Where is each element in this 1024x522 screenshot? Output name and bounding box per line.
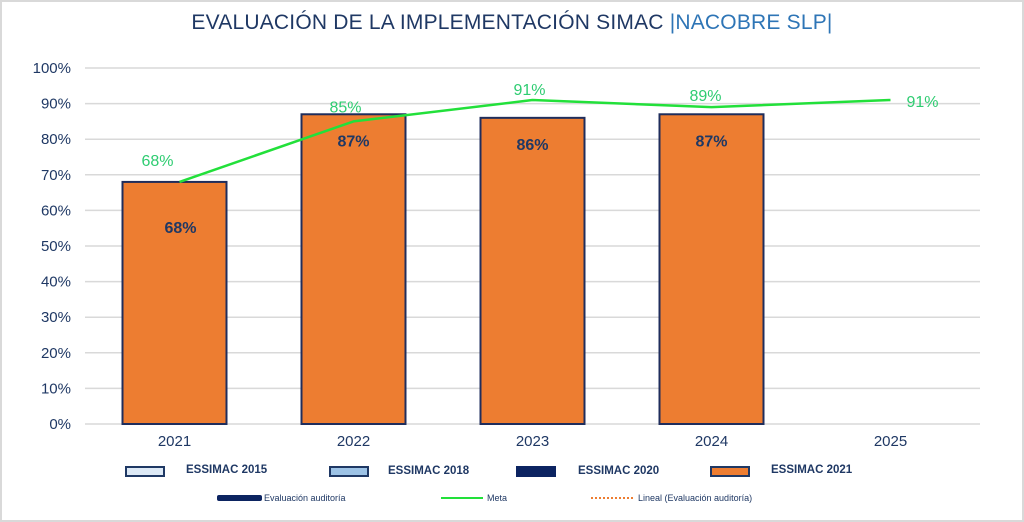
y-tick-label: 40% — [41, 274, 71, 291]
legend-label-essimac-2018: ESSIMAC 2018 — [388, 465, 470, 477]
y-tick-label: 10% — [41, 380, 71, 397]
legend-label-essimac-2020: ESSIMAC 2020 — [578, 465, 660, 477]
bar-series — [121, 113, 765, 425]
y-tick-label: 80% — [41, 131, 71, 148]
y-tick-label: 70% — [41, 167, 71, 184]
bar-data-label: 87% — [337, 133, 369, 150]
x-tick-label: 2023 — [516, 433, 549, 450]
y-tick-label: 30% — [41, 309, 71, 326]
y-tick-label: 100% — [33, 60, 71, 77]
y-tick-label: 20% — [41, 345, 71, 362]
y-tick-label: 90% — [41, 96, 71, 113]
x-tick-label: 2025 — [874, 433, 907, 450]
meta-data-label: 89% — [689, 88, 721, 105]
meta-line — [179, 98, 891, 184]
bar-data-label: 68% — [164, 220, 196, 237]
y-tick-label: 60% — [41, 202, 71, 219]
legend-label-essimac-2015: ESSIMAC 2015 — [186, 464, 268, 476]
chart-title-sub: |NACOBRE SLP| — [669, 11, 833, 34]
chart-title: EVALUACIÓN DE LA IMPLEMENTACIÓN SIMAC |N… — [0, 11, 1024, 35]
bar — [479, 116, 586, 425]
y-axis-ticks: 0% 10% 20% 30% 40% 50% 60% 70% 80% 90% 100% — [33, 60, 71, 433]
meta-data-label: 91% — [906, 94, 938, 111]
legend-label-essimac-2021: ESSIMAC 2021 — [771, 464, 853, 476]
bar-data-labels: 68% 87% 86% 87% — [164, 133, 727, 237]
x-tick-label: 2022 — [337, 433, 370, 450]
legend-swatch-essimac-2021 — [710, 466, 750, 477]
chart-title-main: EVALUACIÓN DE LA IMPLEMENTACIÓN SIMAC — [191, 11, 670, 34]
bar — [300, 113, 407, 425]
meta-data-label: 85% — [329, 99, 361, 116]
meta-data-label: 91% — [513, 82, 545, 99]
bar — [121, 180, 228, 425]
x-tick-label: 2021 — [158, 433, 191, 450]
y-tick-label: 50% — [41, 238, 71, 255]
legend-label-lineal: Lineal (Evaluación auditoría) — [638, 493, 753, 503]
legend-swatch-meta — [441, 497, 483, 499]
y-tick-label: 0% — [49, 416, 71, 433]
x-tick-label: 2024 — [695, 433, 728, 450]
legend-swatch-essimac-2015 — [125, 466, 165, 477]
legend-swatch-lineal — [591, 497, 633, 499]
legend-swatch-essimac-2018 — [329, 466, 369, 477]
bar-data-label: 86% — [516, 137, 548, 154]
meta-line-series — [179, 98, 891, 184]
meta-data-label: 68% — [141, 153, 173, 170]
meta-data-labels: 68% 85% 91% 89% 91% — [141, 82, 938, 170]
bar-data-label: 87% — [695, 133, 727, 150]
bar — [658, 113, 765, 425]
legend-swatch-evaluacion-auditoria — [217, 495, 262, 501]
legend-label-meta: Meta — [487, 493, 508, 503]
legend-label-evaluacion-auditoria: Evaluación auditoría — [264, 493, 346, 503]
legend-swatch-essimac-2020 — [516, 466, 556, 477]
x-axis-ticks: 2021 2022 2023 2024 2025 — [158, 433, 907, 450]
